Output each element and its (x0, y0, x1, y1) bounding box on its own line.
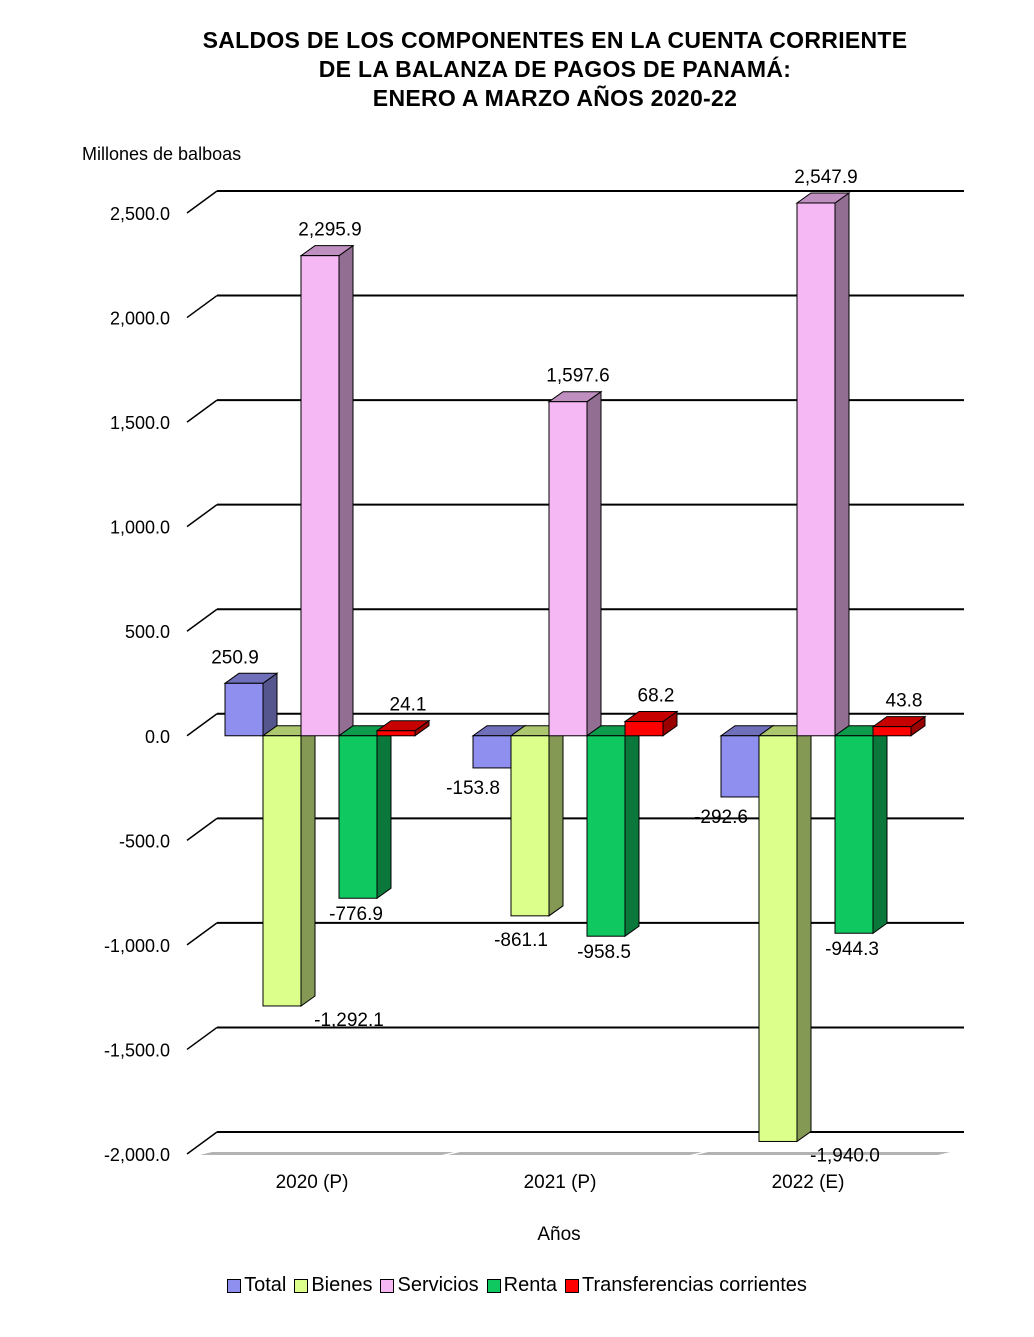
data-label: -1,940.0 (810, 1145, 880, 1166)
bar-side (262, 672, 278, 737)
data-label: 43.8 (886, 691, 923, 712)
wall-tick (186, 922, 218, 946)
wall-tick (186, 713, 218, 737)
legend-item: Total (227, 1274, 286, 1297)
legend-item: Renta (486, 1274, 557, 1297)
y-axis-label: Millones de balboas (82, 144, 242, 164)
bar-transferencias-corrientes (624, 721, 664, 737)
bar-bienes (758, 735, 798, 1142)
chart-title-line-2: DE LA BALANZA DE PAGOS DE PANAMÁ: (318, 56, 792, 82)
data-label: -153.8 (446, 778, 500, 799)
bar-side (376, 724, 392, 900)
legend-item: Servicios (380, 1274, 479, 1297)
data-label: 250.9 (211, 647, 259, 668)
bar-side (338, 244, 354, 737)
y-tick-label: -2,000.0 (104, 1145, 170, 1165)
y-tick-label: 500.0 (125, 622, 170, 642)
bar-bienes (262, 735, 302, 1007)
wall-tick (186, 1026, 218, 1051)
y-tick-label: -500.0 (119, 831, 170, 851)
data-label: -944.3 (825, 939, 879, 960)
legend-label: Renta (503, 1274, 557, 1296)
y-tick-label: -1,500.0 (104, 1040, 170, 1060)
wall-tick (186, 817, 218, 841)
y-tick-label: 2,500.0 (110, 204, 170, 224)
data-label: -1,292.1 (314, 1010, 384, 1031)
bar-side (872, 724, 888, 935)
floor-shadow (200, 1152, 454, 1155)
x-tick-label: 2022 (E) (772, 1172, 845, 1193)
bar-side (548, 724, 564, 917)
data-label: -958.5 (577, 942, 631, 963)
wall-tick (186, 504, 218, 528)
bar-renta (586, 735, 626, 937)
legend-swatch (565, 1278, 579, 1293)
bar-transferencias-corrientes (376, 730, 416, 737)
y-tick-label: 1,500.0 (110, 413, 170, 433)
wall-tick (186, 608, 218, 632)
wall-tick (186, 399, 218, 423)
bar-side (300, 724, 316, 1007)
bar-bienes (510, 735, 550, 917)
bar-total (472, 735, 512, 769)
data-label: 2,295.9 (298, 220, 361, 241)
y-tick-label: 0.0 (145, 727, 170, 747)
data-label: -776.9 (329, 904, 383, 925)
legend-swatch (294, 1278, 309, 1293)
data-label: 68.2 (638, 686, 675, 707)
legend-label: Total (244, 1274, 287, 1296)
y-tick-label: -1,000.0 (104, 936, 170, 956)
x-axis-label: Años (537, 1224, 580, 1245)
wall-tick (186, 190, 218, 214)
legend-label: Bienes (311, 1274, 373, 1296)
bar-transferencias-corrientes (872, 726, 912, 737)
wall-tick (186, 1131, 218, 1155)
y-tick-label: 1,000.0 (110, 518, 170, 538)
bar-servicios (796, 202, 836, 737)
legend-item: Transferencias corrientes (565, 1274, 807, 1297)
legend-label: Transferencias corrientes (582, 1274, 807, 1296)
bar-total (224, 682, 264, 737)
legend-swatch (380, 1278, 395, 1293)
legend: Total Bienes Servicios Renta Transferencias … (0, 1274, 1034, 1297)
bar-side (624, 724, 640, 938)
bar-renta (834, 735, 874, 934)
legend-swatch (227, 1278, 242, 1293)
bar-total (720, 735, 760, 798)
bar-servicios (548, 401, 588, 737)
x-tick-label: 2021 (P) (524, 1172, 597, 1193)
chart-title-line-1: SALDOS DE LOS COMPONENTES EN LA CUENTA C… (202, 27, 908, 53)
y-tick-label: 2,000.0 (110, 309, 170, 329)
data-label: -292.6 (694, 807, 748, 828)
legend-swatch (486, 1278, 501, 1293)
data-label: 2,547.9 (794, 167, 857, 188)
data-label: 24.1 (390, 695, 427, 716)
data-label: -861.1 (494, 930, 548, 951)
floor-shadow (448, 1152, 702, 1155)
x-tick-label: 2020 (P) (276, 1172, 349, 1193)
bar-renta (338, 735, 378, 899)
floor-shadow (696, 1152, 950, 1155)
legend-item: Bienes (294, 1274, 372, 1297)
bar-side (834, 192, 850, 737)
bar-servicios (300, 255, 340, 737)
chart-title-line-3: ENERO A MARZO AÑOS 2020-22 (372, 85, 738, 111)
bar-side (796, 724, 812, 1143)
chart-title: SALDOS DE LOS COMPONENTES EN LA CUENTA C… (120, 26, 990, 113)
bar-side (586, 390, 602, 737)
legend-label: Servicios (397, 1274, 479, 1296)
data-label: 1,597.6 (546, 366, 609, 387)
wall-tick (186, 294, 218, 319)
